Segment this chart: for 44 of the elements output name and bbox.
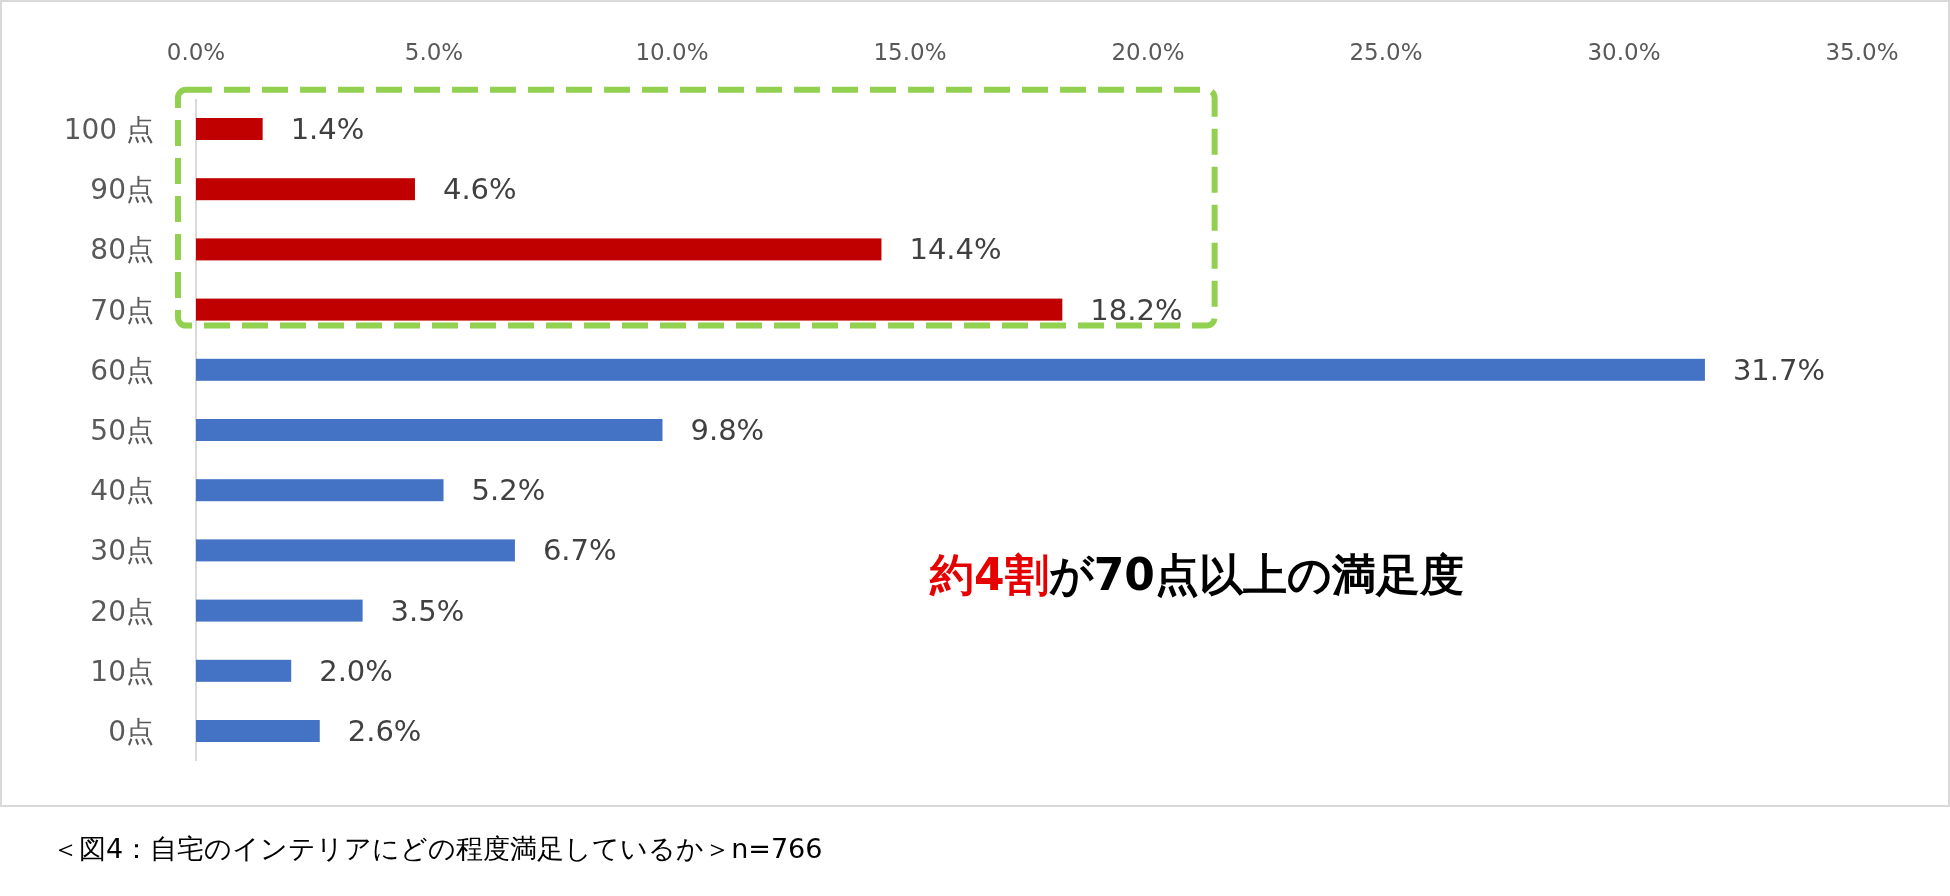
bar — [196, 118, 263, 140]
bar — [196, 419, 663, 441]
bar — [196, 358, 1705, 381]
y-tick-label: 90点 — [90, 173, 154, 207]
data-label: 3.5% — [390, 593, 465, 628]
x-tick-label: 20.0% — [1111, 39, 1185, 65]
bar — [196, 659, 292, 682]
bar — [196, 298, 1063, 321]
bar — [196, 238, 882, 261]
y-tick-label: 100 点 — [63, 113, 154, 146]
data-label: 1.4% — [290, 112, 365, 146]
text: ＜図4：自宅のインテリアにどの程度満足しているか＞n=766 — [52, 833, 823, 864]
y-tick-label: 80点 — [90, 233, 154, 267]
x-tick-label: 10.0% — [635, 39, 709, 65]
data-label: 2.0% — [319, 653, 393, 688]
bar — [196, 178, 415, 201]
x-tick-label: 25.0% — [1349, 39, 1423, 65]
data-label: 31.7% — [1732, 352, 1826, 387]
bar — [196, 479, 444, 502]
data-label: 4.6% — [442, 172, 517, 207]
y-tick-label: 10点 — [90, 654, 154, 688]
annotation: 約4割 — [929, 549, 1049, 600]
x-tick-label: 5.0% — [404, 39, 464, 65]
y-tick-label: 60点 — [90, 353, 154, 387]
y-tick-label: 70点 — [90, 293, 154, 327]
bar — [196, 720, 320, 742]
y-tick-label: 0点 — [108, 715, 154, 748]
x-tick-label: 15.0% — [873, 39, 947, 65]
y-tick-label: 40点 — [90, 474, 154, 508]
y-tick-label: 30点 — [90, 534, 154, 568]
data-label: 5.2% — [471, 473, 546, 508]
data-label: 6.7% — [542, 533, 617, 568]
y-tick-label: 20点 — [90, 594, 154, 628]
bar — [196, 539, 515, 562]
data-label: 14.4% — [909, 232, 1002, 267]
x-tick-label: 35.0% — [1825, 39, 1899, 65]
data-label: 9.8% — [690, 413, 765, 447]
data-label: 2.6% — [347, 714, 422, 748]
x-tick-label: 0.0% — [166, 39, 226, 65]
annotation: が70点以上の満足度 — [1048, 549, 1464, 600]
y-tick-label: 50点 — [90, 414, 154, 447]
data-label: 18.2% — [1090, 292, 1183, 327]
x-tick-label: 30.0% — [1587, 39, 1661, 65]
bar — [196, 599, 363, 622]
